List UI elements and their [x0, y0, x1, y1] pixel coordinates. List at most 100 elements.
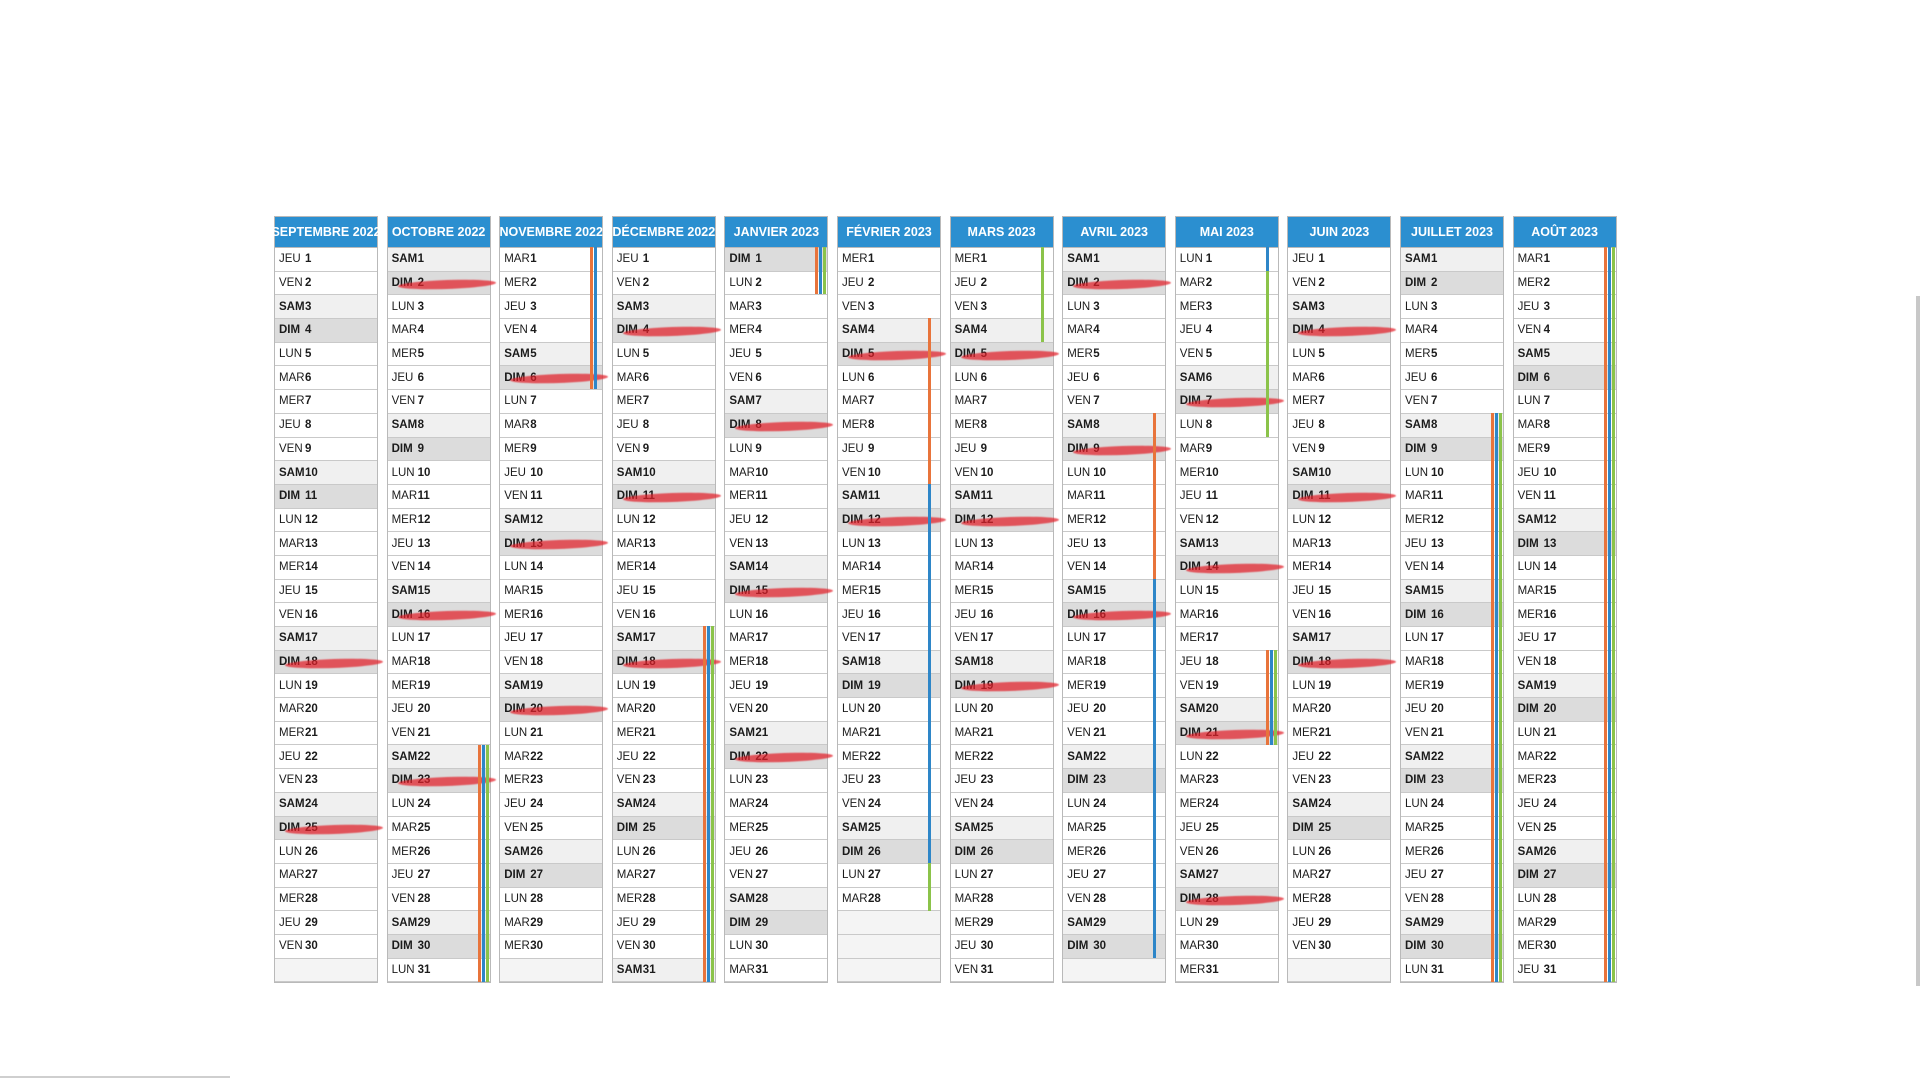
day-row: JEU 29 [612, 911, 715, 935]
day-number: 5 [642, 348, 650, 361]
weekday-label: VEN [954, 466, 979, 479]
vertical-scrollbar[interactable] [1916, 296, 1920, 986]
weekday-label: SAM [1517, 348, 1544, 361]
day-number: 6 [530, 371, 537, 384]
day-row: SAM 10 [1288, 461, 1391, 485]
day-row: JEU 20 [387, 698, 490, 722]
day-number: 27 [1543, 869, 1557, 882]
day-number: 9 [1543, 442, 1550, 455]
day-row: JEU 26 [725, 840, 828, 864]
weekday-label: JEU [279, 253, 301, 266]
day-number: 27 [305, 869, 318, 882]
weekday-label: DIM [504, 537, 526, 550]
day-number: 13 [1318, 537, 1332, 550]
day-number: 15 [305, 584, 318, 597]
day-row: SAM 22 [1401, 745, 1503, 770]
weekday-label: JEU [1067, 703, 1089, 716]
day-number: 24 [868, 798, 881, 811]
day-row: MAR 27 [1288, 864, 1391, 888]
day-row: MAR 31 [725, 959, 828, 983]
day-number: 17 [1543, 632, 1557, 645]
weekday-label: DIM [729, 750, 751, 763]
day-row: LUN 20 [950, 698, 1053, 722]
day-row: SAM 10 [275, 461, 377, 485]
weekday-label: VEN [729, 703, 754, 716]
day-row: SAM 12 [1513, 508, 1616, 533]
day-number: 14 [1318, 561, 1332, 574]
day-row: SAM 19 [1513, 674, 1616, 699]
day-number: 11 [1093, 490, 1106, 503]
month-header: SEPTEMBRE 2022 [271, 217, 381, 248]
day-row: MAR 18 [387, 651, 490, 675]
weekday-label: LUN [1179, 916, 1203, 929]
day-row: MER 15 [838, 580, 940, 604]
weekday-label: DIM [842, 679, 864, 692]
weekday-label: JEU [616, 253, 639, 266]
day-row: JEU 13 [1401, 532, 1503, 556]
weekday-label: MER [1405, 348, 1431, 361]
weekday-label: MER [954, 584, 981, 597]
day-row: DIM 6 [1513, 366, 1616, 391]
day-row: DIM 11 [275, 484, 377, 509]
weekday-label: MER. [504, 940, 533, 953]
day-row: MAR 9 [1175, 438, 1278, 462]
weekday-label: DIM [1179, 727, 1201, 740]
day-number: 19 [642, 679, 656, 692]
weekday-label: MAR [1517, 584, 1544, 597]
weekday-label: LUN [279, 845, 303, 858]
month-column: NOVEMBRE 2022 MAR 1 MER 2 JEU 3 VEN 4 SAM 5 DIM 6 LUN… [499, 216, 609, 983]
day-number: 19 [1543, 679, 1557, 692]
day-number: 3 [417, 300, 424, 313]
weekday-label: JEU [842, 277, 864, 290]
day-number: 8 [642, 419, 650, 432]
day-row: MAR 28 [950, 888, 1053, 912]
weekday-label: LUN [1067, 798, 1091, 811]
day-number: 1 [642, 253, 650, 266]
weekday-label: VEN [391, 727, 416, 740]
day-row: MER 31 [1175, 959, 1278, 983]
weekday-label: MER [842, 750, 868, 763]
weekday-label: MER [1179, 300, 1206, 313]
day-row: DIM 25 [275, 816, 384, 841]
weekday-label: MAR [1292, 371, 1318, 384]
day-row: JEU 27 [387, 864, 490, 888]
day-number: 27 [1093, 869, 1106, 882]
day-number: 5 [868, 348, 875, 361]
day-row: LUN 14 [1513, 556, 1616, 580]
empty-row [1288, 958, 1391, 983]
day-number: 7 [1543, 395, 1550, 408]
day-number: 11 [980, 490, 993, 503]
day-row: MER 22 [950, 745, 1053, 770]
day-row: SAM 29 [1401, 911, 1503, 935]
weekday-label: VEN [1405, 892, 1429, 905]
day-number: 27 [1431, 869, 1444, 882]
day-number: 1 [1543, 253, 1550, 266]
day-row: JEU 3 [500, 295, 603, 320]
day-number: 6 [1318, 371, 1325, 384]
day-number: 20 [642, 703, 656, 716]
day-number: 12 [1205, 513, 1219, 526]
weekday-label: MAR [616, 869, 643, 882]
day-number: 5 [980, 348, 987, 361]
day-row: JEU 24 [500, 793, 603, 817]
day-row: SAM 29 [387, 911, 490, 935]
day-number: 7 [755, 395, 762, 408]
weekday-label: VEN [842, 466, 866, 479]
day-number: 16 [1093, 608, 1106, 621]
day-number: 28 [980, 892, 994, 905]
day-number: 26 [1318, 845, 1332, 858]
weekday-label: JEU [1405, 869, 1427, 882]
weekday-label: DIM [842, 513, 864, 526]
day-row: SAM 11 [838, 484, 940, 509]
day-row: MAR 4 [1063, 319, 1166, 343]
day-row: VEN 10 [838, 461, 940, 485]
weekday-label: DIM [391, 940, 413, 953]
day-number: 22 [980, 750, 994, 763]
weekday-label: LUN [954, 371, 978, 384]
day-number: 8 [755, 419, 762, 432]
day-row: MAR 3 [725, 295, 828, 320]
weekday-label: VEN [391, 892, 416, 905]
day-row: MAR 6 [612, 366, 715, 391]
day-number: 23 [642, 774, 656, 787]
day-number: 6 [1093, 371, 1100, 384]
